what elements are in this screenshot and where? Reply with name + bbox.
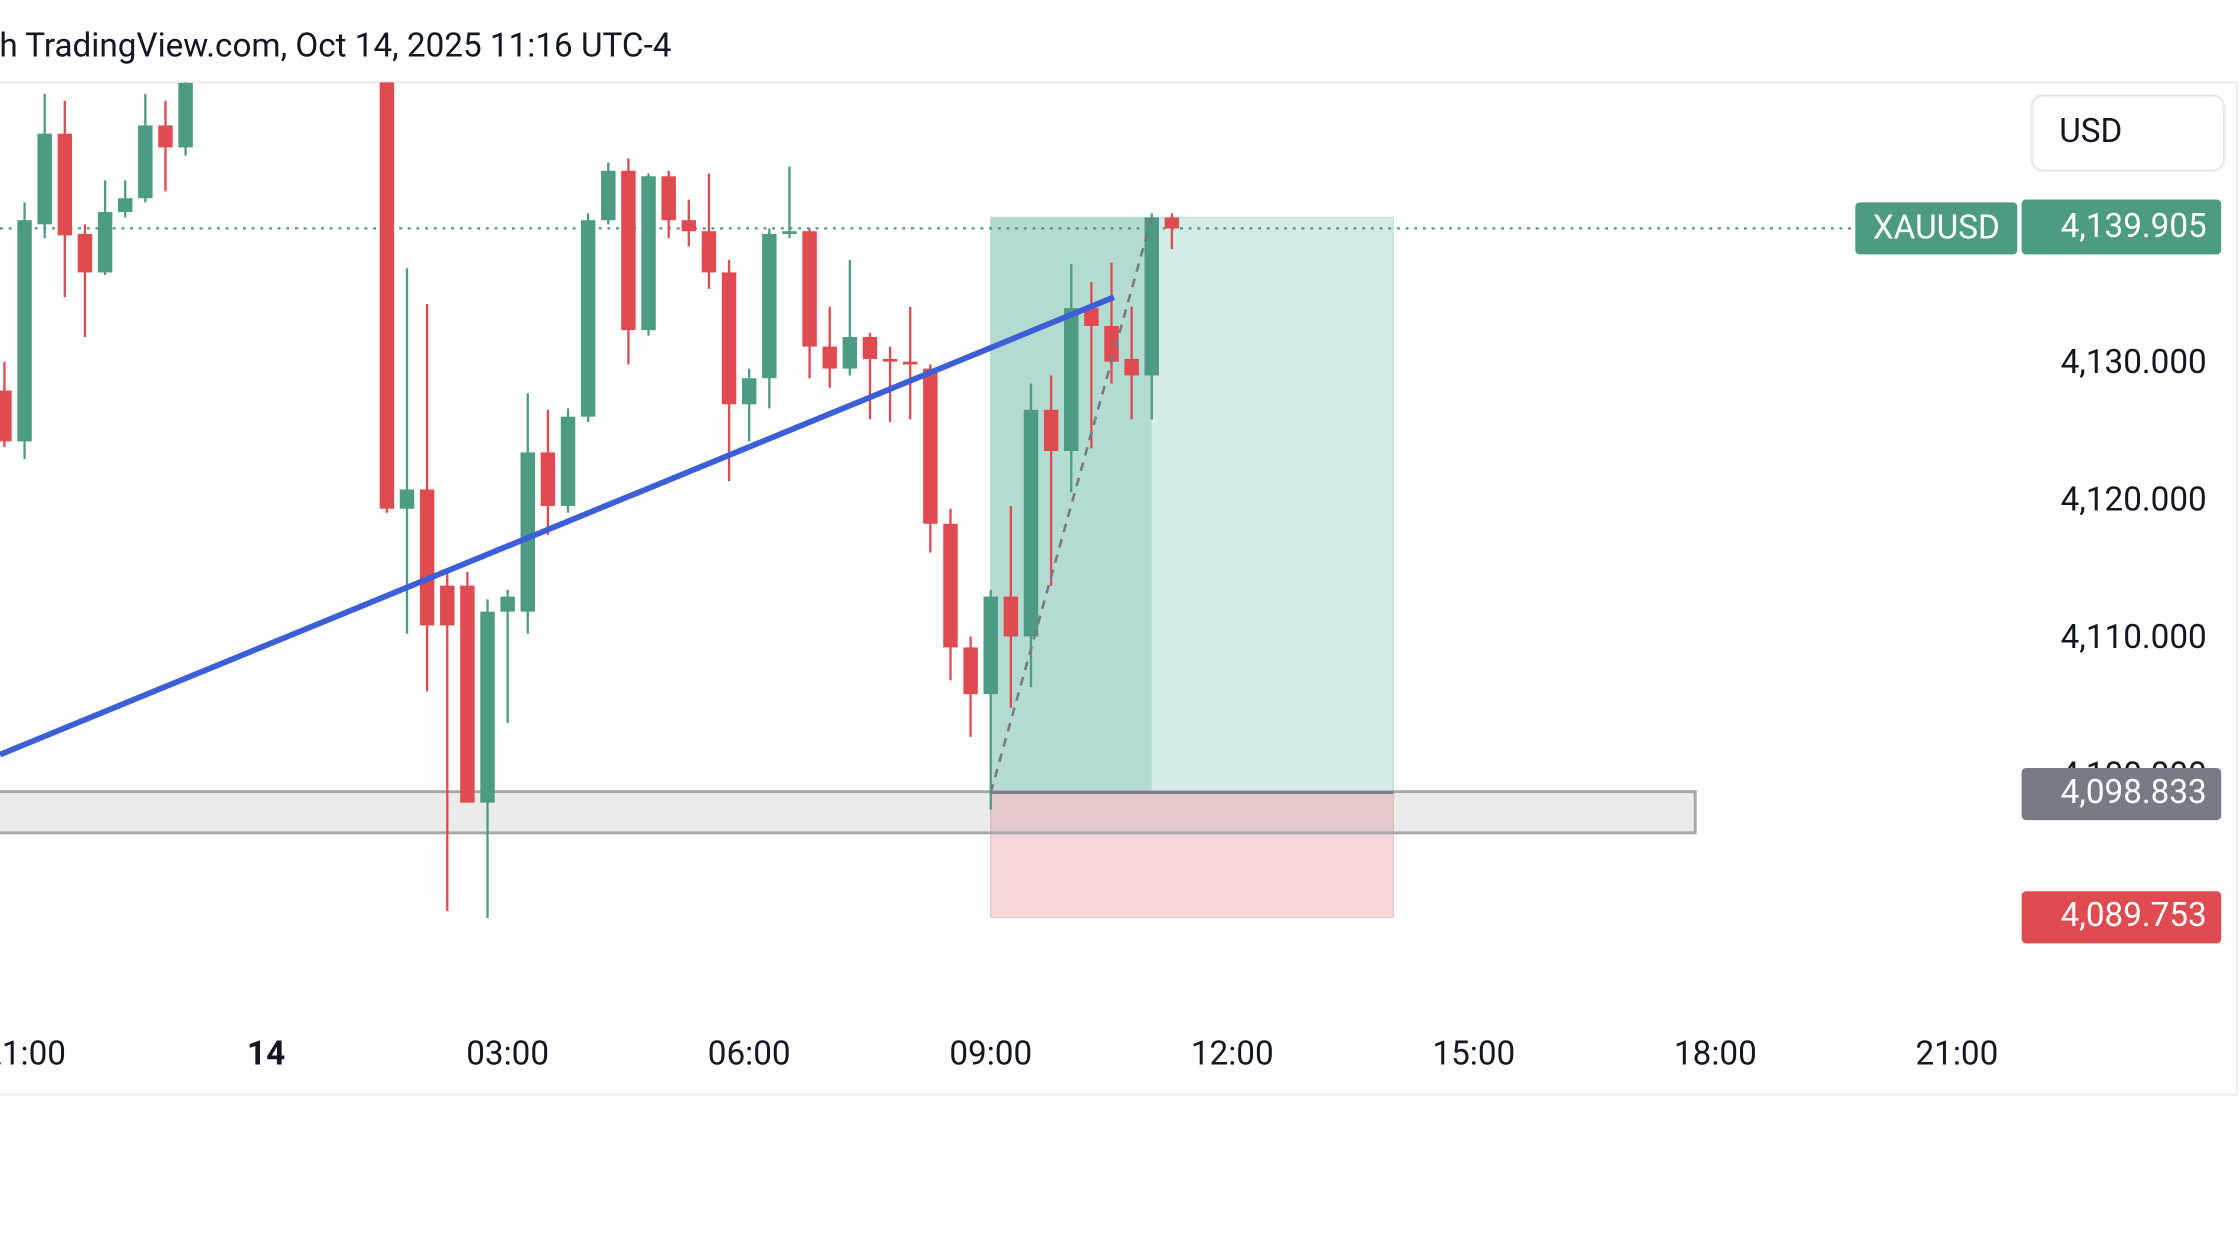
x-tick-label: 21:00: [1916, 1034, 1999, 1073]
zone: [0, 790, 1697, 835]
candle-body: [0, 390, 12, 442]
candle-body: [1084, 308, 1099, 326]
x-tick-label: 03:00: [466, 1034, 549, 1073]
x-tick-label: 15:00: [1432, 1034, 1515, 1073]
candle-body: [782, 231, 797, 234]
trade-path: [989, 217, 1154, 793]
x-tick-label: 14: [247, 1034, 285, 1073]
entry-label: 4,098.833: [2061, 773, 2207, 812]
candle-body: [741, 378, 757, 405]
currency-label[interactable]: USD: [2059, 112, 2122, 151]
candle-body: [440, 585, 455, 626]
candle-body: [560, 416, 576, 506]
last-price-label-box: [2021, 199, 2222, 255]
entry-label-box: [2021, 768, 2222, 821]
candle-body: [641, 176, 656, 331]
candle-body: [1144, 217, 1159, 376]
plot-area: [0, 82, 2018, 919]
candle-body: [399, 489, 415, 509]
candle-body: [17, 220, 32, 442]
axes: 21:00 14 03:00 06:00 09:00 12:00 15:00 18:00 21:…: [0, 199, 2222, 1073]
candle-body: [540, 452, 556, 506]
candle-body: [379, 82, 395, 509]
candle-body: [1043, 409, 1059, 451]
y-tick-label: 4,120.000: [2061, 481, 2207, 520]
x-tick-label: 18:00: [1674, 1034, 1757, 1073]
candle-body: [97, 211, 113, 273]
symbol-label: XAUUSD: [1873, 209, 2000, 248]
candle-body: [1064, 308, 1079, 451]
candle-body: [1124, 358, 1139, 376]
candle-body: [943, 523, 958, 648]
chart-title: th TradingView.com, Oct 14, 2025 11:16 U…: [0, 27, 671, 66]
candle-body: [37, 133, 52, 225]
currency-button[interactable]: USD: [2030, 94, 2226, 172]
candle-body: [520, 452, 536, 612]
symbol-label-box: [1855, 202, 2018, 255]
candle-body: [721, 272, 737, 405]
candle-body: [77, 233, 93, 273]
candle-body: [882, 358, 898, 362]
last-price-label: 4,139.905: [2061, 207, 2207, 246]
currency-button-box[interactable]: [2030, 94, 2226, 172]
candle-body: [902, 361, 918, 365]
y-tick-label: 4,110.000: [2061, 618, 2207, 657]
candle-body: [601, 170, 616, 221]
candle-body: [842, 336, 858, 369]
x-tick-label: 21:00: [0, 1034, 66, 1073]
candle-body: [983, 596, 998, 695]
candle-body: [1003, 596, 1019, 637]
trendline: [0, 294, 1116, 758]
candle-body: [178, 82, 193, 148]
candle-body: [500, 596, 515, 612]
candle-body: [681, 220, 697, 232]
candle-body: [480, 611, 495, 803]
candle-body: [802, 231, 817, 347]
candle-body: [963, 647, 978, 695]
stop-label-box: [2021, 891, 2222, 944]
candle-body: [862, 336, 878, 359]
candle-body: [1164, 217, 1180, 229]
y-tick-label: 4,130.000: [2061, 343, 2207, 382]
candle-body: [621, 170, 636, 331]
candle-body: [580, 220, 596, 417]
candle-body: [1023, 409, 1039, 637]
x-tick-label: 06:00: [708, 1034, 791, 1073]
candle-body: [117, 198, 133, 212]
stop-label: 4,089.753: [2061, 896, 2207, 935]
candle-body: [661, 176, 676, 221]
candle-body: [419, 489, 435, 626]
x-tick-label: 12:00: [1191, 1034, 1274, 1073]
candle-body: [57, 133, 73, 236]
candle-body: [762, 233, 777, 379]
stop-area: [990, 791, 1395, 919]
x-tick-label: 09:00: [949, 1034, 1032, 1073]
candle-body: [1104, 325, 1119, 362]
candle-body: [701, 231, 717, 273]
candle-body: [138, 125, 153, 199]
candle-body: [158, 125, 173, 148]
candle-body: [822, 346, 837, 369]
candle-body: [923, 368, 938, 524]
candle-body: [460, 585, 475, 803]
